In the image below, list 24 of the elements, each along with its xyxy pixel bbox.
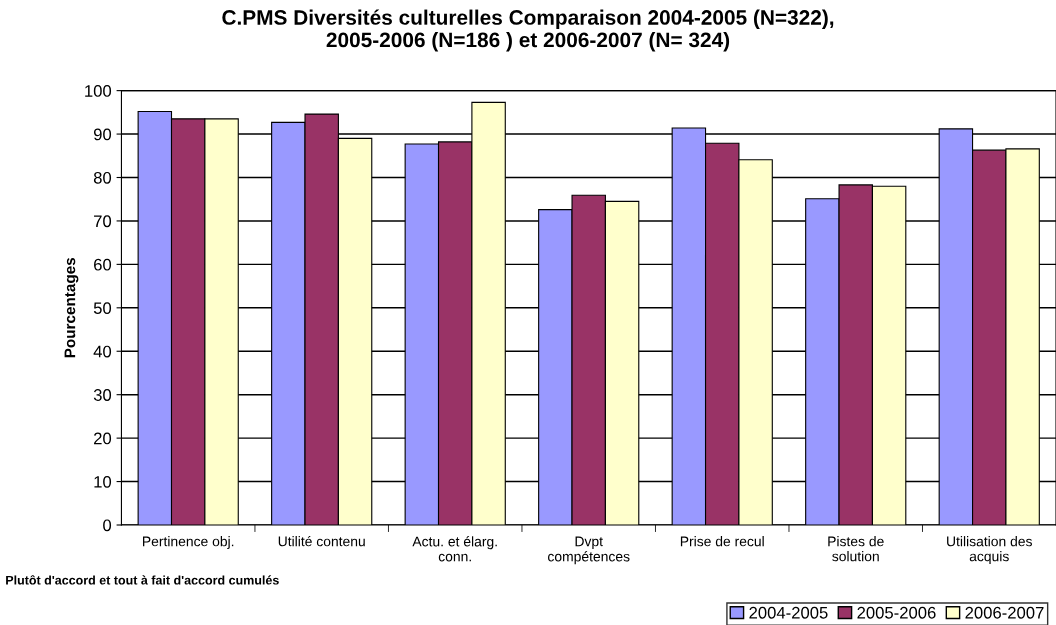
y-tick-label: 90 [93,128,112,141]
x-tick-label: Utilisation des acquis [947,536,1032,565]
y-tick-label: 60 [94,258,112,271]
x-tick-label: Pistes de solution [828,536,884,562]
y-tick-label: 70 [94,215,112,228]
y-tick-label: 10 [94,475,112,488]
y-tick-label: 40 [93,345,112,358]
legend-label: 2004-2005 [749,606,828,619]
y-tick-label: 20 [94,432,112,445]
y-tick-label: 100 [85,85,112,97]
x-tick-label: Pertinence obj. [143,536,234,550]
chart-title: C.PMS Diversités culturelles Comparaison 2004-2005 (N=322), 2005-2006 (N=186 ) et 2006-2007 (N= 324) [222,9,834,52]
y-tick-label: 50 [93,302,112,315]
y-tick-label: 80 [93,171,112,184]
y-tick-label: 0 [103,519,112,532]
legend-label: 2005-2006 [857,606,936,619]
x-tick-label: Actu. et élarg. conn. [412,536,497,562]
text: Plutôt d'accord et tout à fait d'accord cumulés [6,575,279,585]
legend-label: 2006-2007 [965,606,1044,619]
y-axis-title: Pourcentages [64,257,79,358]
x-tick-label: Prise de recul [680,536,764,547]
x-tick-label: Utilité contenu [278,535,365,547]
y-tick-label: 30 [93,389,112,401]
x-tick-label: Dvpt compétences [548,536,630,565]
